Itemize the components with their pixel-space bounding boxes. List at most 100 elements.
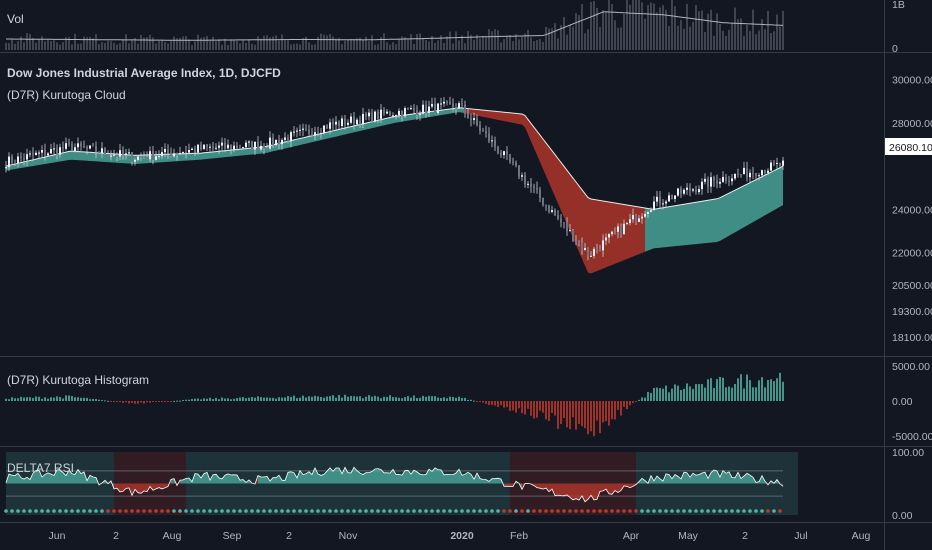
rsi-area xyxy=(711,470,714,484)
volume-bar xyxy=(692,21,694,50)
candle xyxy=(593,248,595,256)
cloud-segment xyxy=(60,152,63,162)
histogram-bar xyxy=(62,398,64,401)
cloud-segment xyxy=(402,114,405,122)
symbol-title[interactable]: Dow Jones Industrial Average Index, 1D, … xyxy=(7,66,281,80)
candle xyxy=(722,176,724,182)
cloud-segment xyxy=(81,151,84,161)
cloud-segment xyxy=(126,154,129,164)
histogram-bar xyxy=(275,398,277,401)
volume-bar xyxy=(125,34,127,50)
rsi-area xyxy=(423,474,426,484)
histogram-bar xyxy=(182,399,184,401)
cloud-segment xyxy=(333,130,336,138)
cloud-segment xyxy=(588,197,591,274)
rsi-area xyxy=(21,477,24,484)
cloud-segment xyxy=(567,170,570,232)
volume-bar xyxy=(53,40,55,50)
time-axis[interactable]: Jun 2 Aug Sep 2 Nov 2020 Feb Apr May 2 Jul Aug xyxy=(49,530,871,542)
volume-bar xyxy=(122,39,124,50)
volume-bar xyxy=(605,12,607,50)
volume-bar xyxy=(749,30,751,50)
rsi-area xyxy=(435,467,438,484)
cloud-segment xyxy=(780,166,783,207)
histogram-bar xyxy=(359,396,361,401)
volume-bar xyxy=(638,0,640,50)
cloud-segment xyxy=(717,197,720,242)
histogram-bar xyxy=(164,401,166,402)
rsi-area xyxy=(48,472,51,484)
candle xyxy=(551,210,553,212)
cloud-segment xyxy=(426,111,429,118)
volume-bar xyxy=(308,42,310,50)
rsi-area xyxy=(333,468,336,484)
histogram-bar xyxy=(743,388,745,401)
histogram-bar xyxy=(161,401,163,402)
rsi-area xyxy=(54,469,57,484)
candle xyxy=(140,156,142,158)
cloud-segment xyxy=(489,110,492,119)
candle xyxy=(194,148,196,153)
cloud-segment xyxy=(564,166,567,225)
volume-bar xyxy=(479,38,481,50)
candle xyxy=(761,170,763,176)
volume-bar xyxy=(659,7,661,51)
volume-bar xyxy=(128,43,130,50)
rsi-area xyxy=(603,483,606,491)
cloud-segment xyxy=(357,124,360,132)
rsi-signal-dot xyxy=(484,509,488,513)
candle xyxy=(602,240,604,251)
histogram-bar xyxy=(638,399,640,401)
histogram-bar xyxy=(590,401,592,432)
rsi-area xyxy=(474,473,477,484)
candle xyxy=(680,188,682,194)
rsi-signal-dot xyxy=(544,509,548,513)
volume-bar xyxy=(242,39,244,50)
histogram-bar xyxy=(314,395,316,401)
candle xyxy=(752,172,754,174)
rsi-signal-dot xyxy=(706,509,710,513)
cloud-segment xyxy=(234,149,237,157)
rsi-area xyxy=(450,474,453,484)
histogram-bar xyxy=(17,398,19,401)
price-scale[interactable]: 1B 0 30000.00 28000.00 24000.00 22000.00 20500… xyxy=(892,0,932,522)
candle xyxy=(488,133,490,142)
volume-bar xyxy=(146,37,148,50)
candle xyxy=(134,159,136,162)
histogram-title[interactable]: (D7R) Kurutoga Histogram xyxy=(7,373,149,387)
histogram-bar xyxy=(524,401,526,415)
volume-title[interactable]: Vol xyxy=(7,12,24,26)
cloud-segment xyxy=(537,131,540,162)
price-tick-label: 20500.00 xyxy=(892,280,932,292)
cloud-segment xyxy=(273,144,276,152)
candle xyxy=(320,133,322,135)
candle xyxy=(335,121,337,125)
rsi-area xyxy=(606,483,609,494)
cloud-segment xyxy=(294,139,297,147)
rsi-area xyxy=(642,478,645,484)
volume-bar xyxy=(434,42,436,50)
histogram-bar xyxy=(356,396,358,401)
volume-bar xyxy=(743,35,745,50)
cloud-segment xyxy=(249,147,252,155)
rsi-area xyxy=(39,470,42,484)
rsi-area xyxy=(138,483,141,494)
histogram-bar xyxy=(620,401,622,416)
cloud-segment xyxy=(96,152,99,162)
candle xyxy=(125,153,127,155)
cloud-indicator-title[interactable]: (D7R) Kurutoga Cloud xyxy=(7,88,126,102)
histogram-bar xyxy=(47,398,49,401)
histogram-bar xyxy=(692,388,694,401)
candle xyxy=(29,153,31,155)
rsi-signal-dot xyxy=(388,509,392,513)
histogram-bar xyxy=(116,401,118,402)
histogram-tick-label: 0.00 xyxy=(892,396,913,408)
rsi-signal-dot xyxy=(46,509,50,513)
rsi-title[interactable]: DELTA7 RSI xyxy=(7,461,74,475)
volume-bar xyxy=(272,36,274,50)
histogram-bar xyxy=(650,392,652,401)
rsi-signal-dot xyxy=(58,509,62,513)
candle xyxy=(374,111,376,122)
rsi-signal-dot xyxy=(688,509,692,513)
